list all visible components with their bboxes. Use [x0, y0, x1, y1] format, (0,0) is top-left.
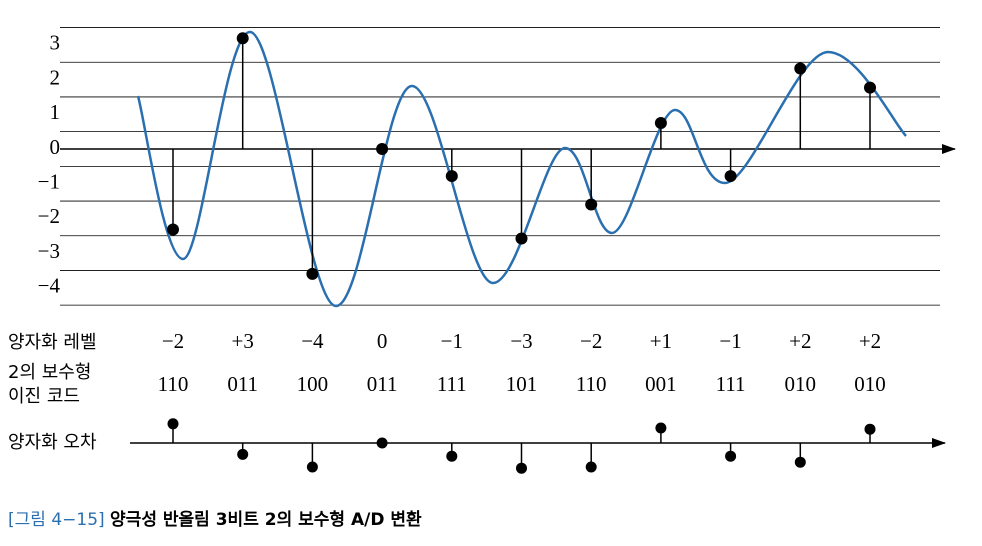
code: 011 — [367, 372, 398, 396]
level: −2 — [162, 329, 184, 353]
level: −3 — [510, 329, 532, 353]
y-tick-label: 0 — [50, 135, 61, 159]
y-tick-label: −3 — [38, 239, 60, 263]
y-tick-label: 3 — [50, 31, 61, 55]
row-label: 양자화 레벨 — [8, 332, 97, 353]
code: 010 — [854, 372, 886, 396]
level: −1 — [441, 329, 463, 353]
row-label: 2의 보수형 — [8, 362, 91, 383]
row-label: 이진 코드 — [8, 386, 80, 407]
level: +2 — [789, 329, 811, 353]
sample-dot — [376, 143, 389, 155]
error-dot — [376, 437, 388, 449]
code: 001 — [645, 372, 677, 396]
sample-dot — [445, 170, 458, 183]
error-dot — [864, 423, 876, 435]
y-tick-label: −4 — [38, 274, 61, 298]
error-dot — [655, 422, 667, 434]
code: 011 — [227, 372, 258, 396]
level: −1 — [719, 329, 741, 353]
sample-dot — [864, 81, 876, 94]
error-dot — [794, 456, 806, 468]
caption-label: [그림 4−15] — [8, 510, 105, 530]
error-dot — [306, 461, 318, 473]
level: 0 — [377, 329, 388, 353]
y-tick-label: 1 — [50, 100, 61, 124]
caption-title: 양극성 반올림 3비트 2의 보수형 A/D 변환 — [110, 509, 422, 530]
level-boundaries — [60, 27, 940, 306]
sample-dot — [167, 223, 179, 236]
sample-dot — [585, 198, 598, 211]
error-dot — [725, 450, 737, 462]
level: −2 — [580, 329, 602, 353]
error-dot — [167, 418, 179, 430]
error-dot — [237, 448, 249, 460]
code: 010 — [785, 372, 817, 396]
y-tick-label: −2 — [38, 204, 60, 228]
y-tick-label: −1 — [38, 170, 60, 194]
code: 111 — [716, 372, 746, 396]
code: 110 — [158, 372, 189, 396]
sample-dot — [306, 267, 319, 280]
level: +3 — [232, 329, 254, 353]
error-dot — [516, 462, 527, 474]
sample-dot — [236, 32, 249, 45]
sample-dot — [794, 62, 807, 75]
error-dot — [585, 461, 597, 473]
y-tick-label: 2 — [50, 65, 61, 89]
level: −4 — [301, 329, 324, 353]
sample-dot — [515, 232, 528, 245]
level: +1 — [650, 329, 672, 353]
code: 111 — [437, 372, 467, 396]
caption: [그림 4−15] 양극성 반올림 3비트 2의 보수형 A/D 변환 — [8, 509, 422, 530]
code: 100 — [297, 372, 329, 396]
analog-signal — [136, 30, 907, 308]
code: 110 — [576, 372, 607, 396]
code: 101 — [506, 372, 538, 396]
level: +2 — [859, 329, 881, 353]
row-label: 양자화 오차 — [8, 432, 97, 453]
error-dot — [446, 450, 458, 462]
sample-dot — [654, 116, 667, 129]
sample-dot — [724, 170, 737, 183]
